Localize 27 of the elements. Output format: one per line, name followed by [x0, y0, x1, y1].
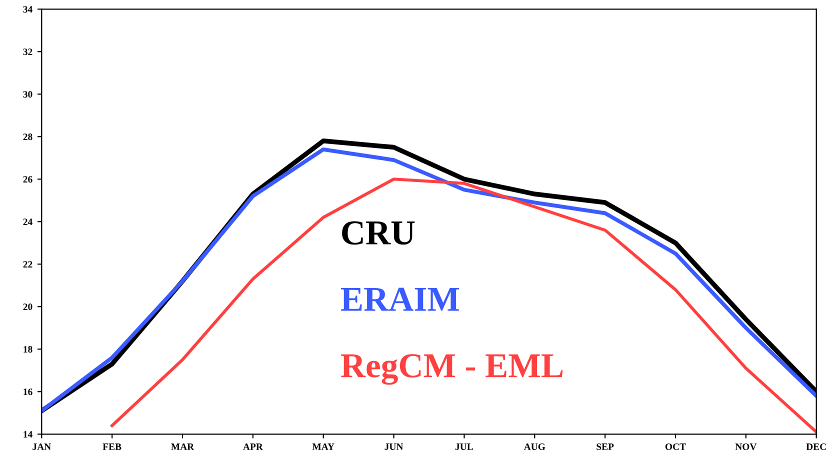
y-tick-label: 14 [24, 431, 32, 438]
y-tick-label: 24 [23, 218, 32, 226]
y-tick-label: 32 [23, 48, 32, 56]
x-tick-label: JUL [455, 444, 473, 450]
x-tick-label: NOV [735, 443, 757, 450]
y-tick-label: 20 [23, 304, 32, 310]
x-tick-label: JUN [384, 444, 404, 450]
x-tick-label: SEP [596, 443, 614, 450]
x-tick-label: MAR [171, 444, 194, 450]
x-tick-label: JAN [32, 444, 51, 450]
text: RegCM - EML [340, 354, 563, 385]
x-tick-label: OCT [665, 443, 686, 450]
y-tick-label: 34 [23, 6, 32, 13]
x-tick-label: FEB [102, 444, 122, 450]
y-tick-label: 18 [24, 346, 32, 353]
x-tick-label: AUG [524, 443, 546, 450]
series-label: CRU [342, 221, 415, 245]
y-tick-label: 16 [24, 388, 32, 396]
x-tick-label: MAY [312, 444, 334, 450]
y-tick-label: 26 [23, 176, 32, 183]
text: ERAIM [340, 288, 459, 311]
line-series [110, 178, 816, 434]
y-tick-label: 22 [23, 261, 32, 268]
y-tick-label: 30 [23, 91, 32, 98]
y-tick-label: 28 [23, 134, 32, 140]
x-tick-label: DEC [806, 443, 826, 450]
x-tick-label: APR [243, 444, 264, 450]
